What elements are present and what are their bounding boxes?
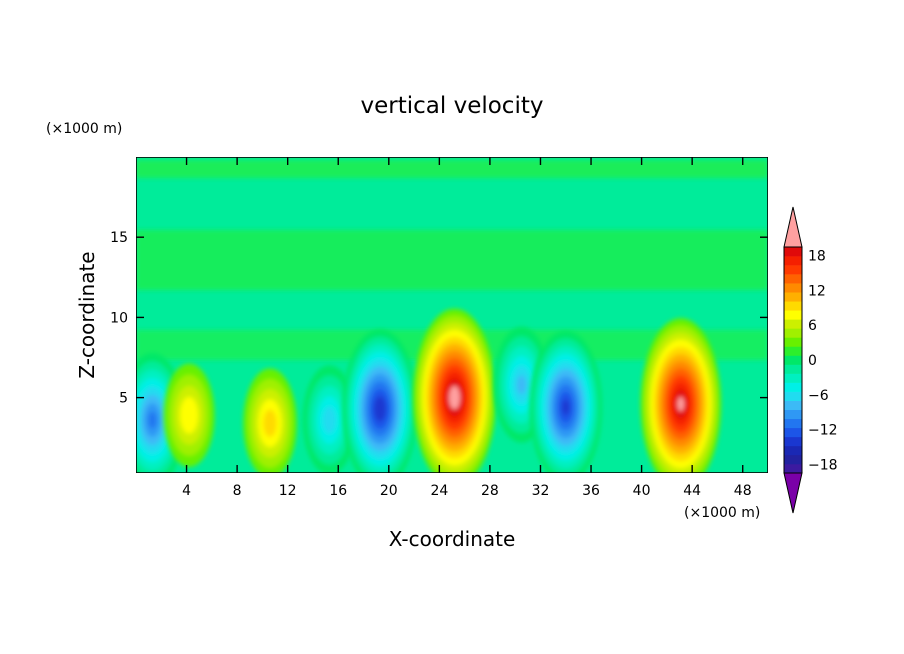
x-axis-unit: (×1000 m)	[684, 505, 760, 521]
colorbar-band	[784, 409, 802, 420]
contour-band	[562, 399, 570, 415]
x-tick-label: 32	[532, 483, 550, 499]
colorbar-band	[784, 328, 802, 338]
colorbar-band	[784, 301, 802, 311]
contour-feature	[243, 368, 297, 473]
colorbar-band	[784, 427, 802, 438]
colorbar-band	[784, 400, 802, 411]
x-axis-label: X-coordinate	[389, 527, 516, 551]
colorbar-band	[784, 463, 802, 474]
contour-band	[322, 406, 337, 434]
colorbar-band	[784, 454, 802, 465]
x-tick-label: 16	[329, 483, 347, 499]
x-tick-label: 12	[279, 483, 297, 499]
colorbar-band	[784, 247, 802, 257]
x-tick-label: 4	[182, 483, 191, 499]
colorbar-frame	[783, 246, 803, 474]
colorbar-band	[784, 310, 802, 320]
colorbar-bottom-arrow	[783, 472, 803, 514]
plot-area	[136, 157, 768, 473]
colorbar-tick-label: −12	[808, 423, 838, 439]
colorbar-tick-label: 6	[808, 318, 817, 334]
colorbar-tick-label: 18	[808, 249, 826, 265]
y-axis-label: Z-coordinate	[75, 251, 99, 378]
colorbar-tick-label: 12	[808, 283, 826, 299]
colorbar-band	[784, 274, 802, 284]
contour-band	[148, 411, 157, 429]
colorbar-band	[784, 283, 802, 293]
y-tick-label: 5	[119, 391, 128, 407]
colorbar-band	[784, 382, 802, 392]
contour-feature	[163, 363, 215, 467]
x-tick-label: 28	[481, 483, 499, 499]
colorbar-band	[784, 418, 802, 429]
colorbar-band	[784, 319, 802, 329]
colorbar-band	[784, 337, 802, 347]
chart-title: vertical velocity	[361, 93, 544, 119]
y-axis-unit: (×1000 m)	[46, 121, 122, 137]
contour-features	[136, 308, 722, 473]
contour-band	[374, 396, 386, 422]
contour-band	[516, 375, 527, 395]
colorbar-tick-label: −18	[808, 457, 838, 473]
x-tick-label: 40	[633, 483, 651, 499]
colorbar-band	[784, 346, 802, 356]
x-tick-label: 36	[582, 483, 600, 499]
colorbar: 18 12 6 0 −6 −12 −18	[783, 206, 838, 514]
colorbar-band	[784, 391, 802, 401]
contour-feature	[302, 365, 357, 473]
colorbar-tick-label: −6	[808, 388, 829, 404]
colorbar-top-arrow	[783, 206, 803, 248]
y-tick-label: 10	[110, 310, 128, 326]
contour-band	[677, 396, 685, 412]
x-tick-label: 48	[734, 483, 752, 499]
contour-band	[179, 396, 199, 434]
contour-feature	[529, 330, 602, 473]
colorbar-band	[784, 256, 802, 266]
x-tick-label: 24	[430, 483, 448, 499]
colorbar-band	[784, 292, 802, 302]
x-axis-ticks: 4 8 12 16 20 24 28 32 36 40 44 48	[182, 157, 752, 499]
y-axis-ticks: 5 10 15	[110, 230, 768, 407]
x-tick-label: 8	[233, 483, 242, 499]
y-tick-label: 15	[110, 230, 128, 246]
contour-feature	[342, 329, 418, 473]
contour-feature	[412, 308, 497, 473]
colorbar-band	[784, 436, 802, 447]
colorbar-band	[784, 445, 802, 456]
x-tick-label: 44	[683, 483, 701, 499]
colorbar-band	[784, 373, 802, 383]
contour-band	[263, 409, 277, 437]
colorbar-band	[784, 355, 802, 365]
contour-band	[449, 385, 461, 410]
colorbar-tick-label: 0	[808, 353, 817, 369]
colorbar-band	[784, 265, 802, 275]
contour-feature	[640, 318, 722, 473]
colorbar-band	[784, 364, 802, 374]
x-tick-label: 20	[380, 483, 398, 499]
